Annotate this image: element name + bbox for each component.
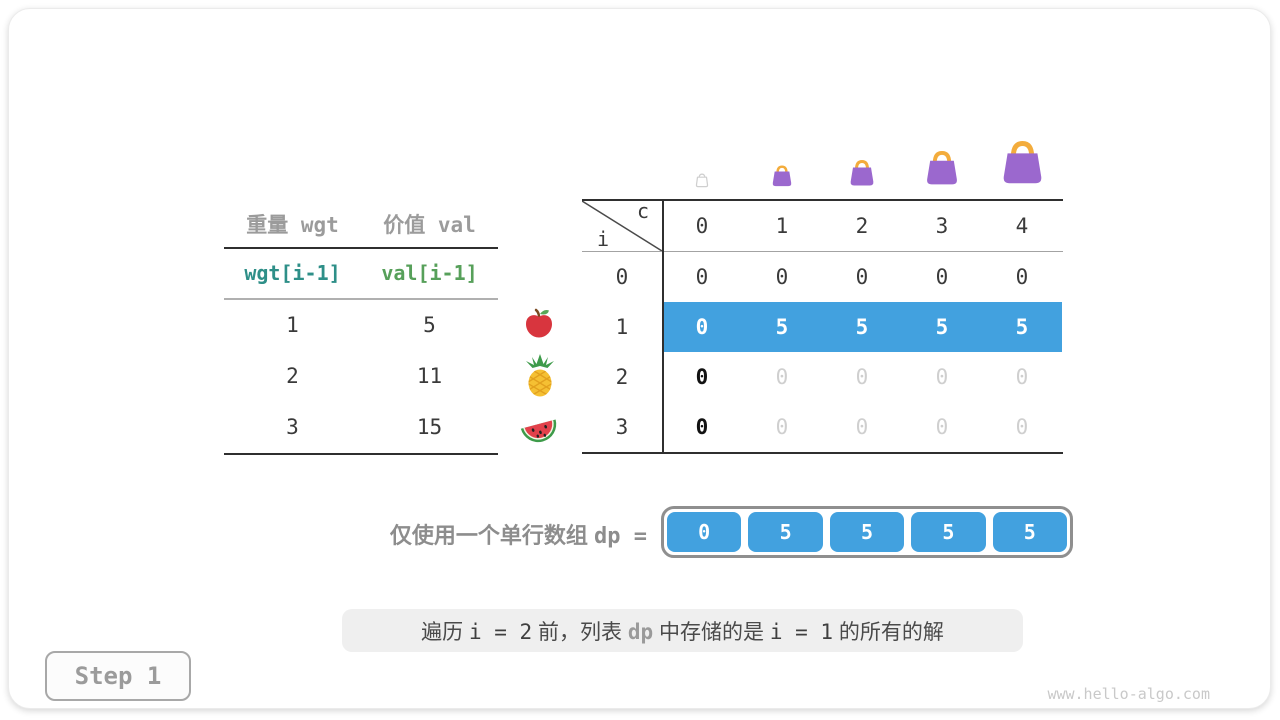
dp-array-cell: 5 bbox=[911, 512, 986, 552]
item-row: 2 11 bbox=[224, 351, 498, 402]
dp-cell: 0 bbox=[775, 415, 789, 439]
bag-icon bbox=[850, 159, 874, 186]
dp-table-corner-cell: c i bbox=[582, 199, 662, 251]
bag-slot bbox=[902, 147, 982, 189]
dp-cell: 5 bbox=[935, 315, 949, 339]
dp-col-header: 2 bbox=[855, 214, 869, 238]
dp-cell: 5 bbox=[855, 315, 869, 339]
items-table-formula-row: wgt[i-1] val[i-1] bbox=[224, 249, 498, 300]
dp-cell: 0 bbox=[935, 415, 949, 439]
bag-outline-icon bbox=[695, 173, 709, 188]
dp-row-label: 3 bbox=[615, 415, 629, 439]
dp-array-label-prefix: 仅使用一个单行数组 bbox=[389, 523, 594, 548]
dp-row-label: 2 bbox=[615, 365, 629, 389]
item-value-cell: 5 bbox=[423, 313, 436, 337]
caption-dp-variable: dp bbox=[627, 619, 654, 644]
bag-slot bbox=[982, 136, 1062, 189]
caption-part: 中存储的是 bbox=[653, 620, 770, 644]
dp-cell: 0 bbox=[855, 265, 869, 289]
step-badge: Step 1 bbox=[45, 651, 191, 701]
dp-cell: 0 bbox=[775, 365, 789, 389]
apple-icon bbox=[526, 308, 552, 338]
items-table-header-weight: 重量 wgt bbox=[246, 213, 339, 237]
val-formula-cell: val[i-1] bbox=[381, 261, 478, 285]
items-table-header-value: 价值 val bbox=[383, 213, 476, 237]
dp-array-cell: 5 bbox=[829, 512, 905, 552]
item-row: 1 5 bbox=[224, 300, 498, 351]
dp-row-label: 1 bbox=[615, 315, 629, 339]
dp-row-label: 0 bbox=[615, 265, 629, 289]
equals-sign: = bbox=[620, 524, 647, 549]
items-table: 重量 wgt 价值 val wgt[i-1] val[i-1] 1 5 2 11… bbox=[224, 204, 498, 455]
bag-slot bbox=[662, 171, 742, 189]
dp-row-1-highlighted: 1 0 5 5 5 5 bbox=[582, 302, 1063, 352]
dp-table-header-row: c i 0 1 2 3 4 bbox=[582, 199, 1063, 252]
items-table-body: 1 5 2 11 3 15 bbox=[224, 300, 498, 455]
bag-slot bbox=[822, 157, 902, 189]
corner-capacity-label: c bbox=[636, 199, 649, 223]
dp-row-0: 0 0 0 0 0 0 bbox=[582, 252, 1063, 302]
dp-cell: 0 bbox=[695, 415, 709, 439]
capacity-bags-row bbox=[662, 129, 1062, 189]
item-value-cell: 15 bbox=[416, 415, 443, 439]
diagram-canvas: 重量 wgt 价值 val wgt[i-1] val[i-1] 1 5 2 11… bbox=[8, 8, 1271, 709]
corner-diagonal-line bbox=[582, 201, 662, 251]
wgt-formula-cell: wgt[i-1] bbox=[244, 261, 341, 285]
dp-row-2: 2 0 0 0 0 0 bbox=[582, 352, 1063, 402]
caption-box: 遍历 i = 2 前，列表 dp 中存储的是 i = 1 的所有的解 bbox=[342, 609, 1023, 652]
dp-col-header: 4 bbox=[1015, 214, 1029, 238]
dp-cell: 0 bbox=[695, 315, 709, 339]
dp-cell: 0 bbox=[695, 265, 709, 289]
watermark: www.hello-algo.com bbox=[1047, 685, 1210, 703]
dp-row-cells: 0 0 0 0 0 bbox=[662, 402, 1062, 452]
dp-row-cells: 0 0 0 0 0 bbox=[662, 352, 1062, 402]
dp-variable-name: dp bbox=[594, 524, 621, 549]
dp-col-header: 0 bbox=[695, 214, 709, 238]
dp-cell: 0 bbox=[1015, 415, 1029, 439]
caption-part: 遍历 bbox=[421, 620, 469, 644]
dp-array-cell: 0 bbox=[667, 512, 742, 552]
bag-icon bbox=[927, 150, 957, 185]
items-table-header-row: 重量 wgt 价值 val bbox=[224, 204, 498, 249]
dp-cell: 5 bbox=[775, 315, 789, 339]
dp-array-cell: 5 bbox=[992, 512, 1068, 552]
dp-array-cell: 5 bbox=[748, 512, 823, 552]
corner-item-label: i bbox=[597, 227, 610, 251]
item-value-cell: 11 bbox=[416, 364, 443, 388]
dp-cell: 5 bbox=[1015, 315, 1029, 339]
dp-cell: 0 bbox=[855, 415, 869, 439]
dp-cell: 0 bbox=[1015, 265, 1029, 289]
item-row: 3 15 bbox=[224, 402, 498, 453]
dp-row-3: 3 0 0 0 0 0 bbox=[582, 402, 1063, 452]
dp-col-header: 1 bbox=[775, 214, 789, 238]
dp-table-vertical-divider bbox=[662, 199, 664, 454]
pineapple-icon bbox=[526, 354, 554, 397]
bag-icon bbox=[772, 165, 792, 187]
dp-cell: 0 bbox=[935, 365, 949, 389]
dp-cell: 0 bbox=[1015, 365, 1029, 389]
dp-table: c i 0 1 2 3 4 0 0 0 0 0 0 1 bbox=[582, 199, 1063, 454]
caption-part: i = 2 bbox=[468, 619, 533, 644]
caption-part: 前，列表 bbox=[532, 620, 628, 644]
dp-array-label: 仅使用一个单行数组 dp = bbox=[329, 518, 647, 550]
dp-cell: 0 bbox=[855, 365, 869, 389]
bag-icon bbox=[1003, 140, 1041, 184]
dp-row-cells: 0 5 5 5 5 bbox=[662, 302, 1062, 352]
dp-col-header: 3 bbox=[935, 214, 949, 238]
item-weight-cell: 1 bbox=[286, 313, 299, 337]
bag-slot bbox=[742, 163, 822, 189]
dp-cell: 0 bbox=[775, 265, 789, 289]
caption-part: 的所有的解 bbox=[833, 620, 944, 644]
dp-table-body: 0 0 0 0 0 0 1 0 5 5 5 5 bbox=[582, 252, 1063, 454]
dp-cell: 0 bbox=[935, 265, 949, 289]
item-weight-cell: 3 bbox=[286, 415, 299, 439]
caption-part: i = 1 bbox=[769, 619, 834, 644]
dp-row-cells: 0 0 0 0 0 bbox=[662, 252, 1062, 302]
watermelon-icon bbox=[520, 419, 557, 443]
caption-text: 遍历 i = 2 前，列表 dp 中存储的是 i = 1 的所有的解 bbox=[421, 616, 944, 646]
dp-cell: 0 bbox=[695, 365, 709, 389]
item-weight-cell: 2 bbox=[286, 364, 299, 388]
dp-array: 0 5 5 5 5 bbox=[661, 506, 1073, 558]
